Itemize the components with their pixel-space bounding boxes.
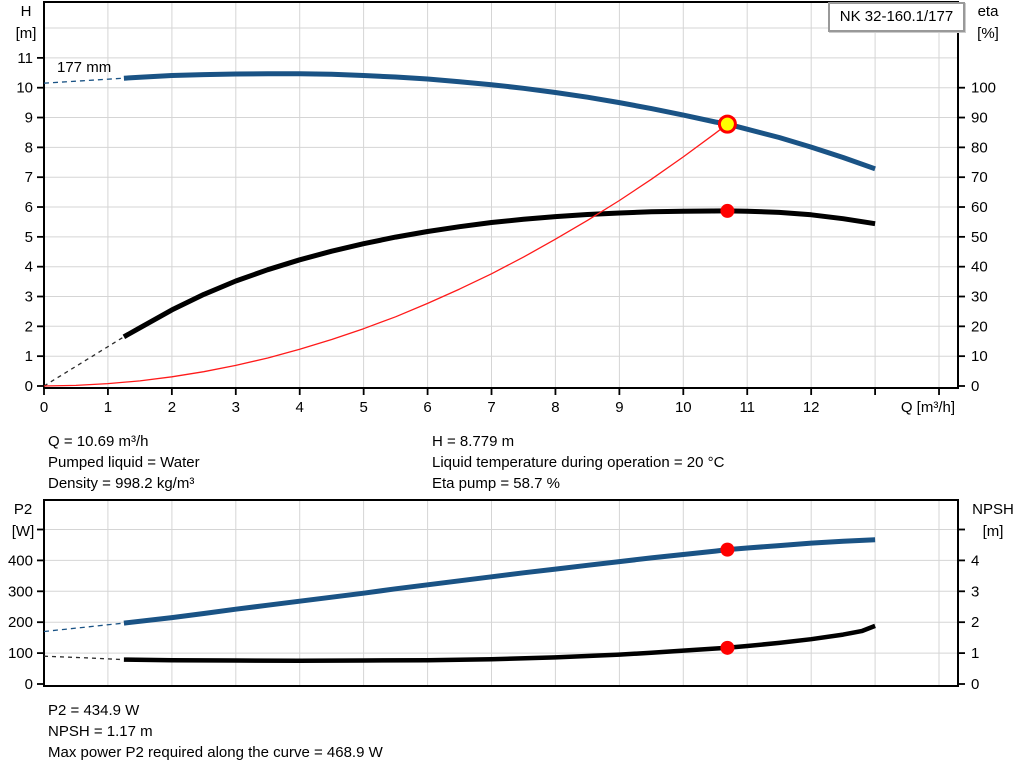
eta-axis-title-line1: eta [977,3,999,20]
p2-axis-title-line2: [W] [11,523,35,540]
curve-eta-curve[interactable] [122,208,876,339]
curve-npsh-curve-dashed[interactable] [43,655,124,661]
right-axis-tick-label: 20 [971,318,988,335]
right-axis-tick-label: 1 [971,645,979,662]
right-axis-tick-label: 4 [971,552,979,569]
h-axis-title-line2: [m] [15,25,37,42]
curve-p2-curve-dashed[interactable] [43,622,124,633]
curve-npsh-curve[interactable] [123,623,876,664]
left-axis-tick-label: 9 [25,110,33,127]
curve-eta-curve-dashed[interactable] [43,336,125,387]
curve-system-curve[interactable] [43,123,728,387]
p2-axis-title-line1: P2 [13,501,33,518]
left-axis-tick-label: 200 [8,614,33,631]
right-axis-tick-label: 80 [971,139,988,156]
x-axis-tick-label: 2 [168,399,176,416]
left-axis-tick-label: 1 [25,348,33,365]
right-axis-tick-label: 3 [971,583,979,600]
h-axis-title-line1: H [20,3,32,20]
left-axis-tick-label: 5 [25,229,33,246]
x-axis-tick-label: 5 [359,399,367,416]
right-axis-tick-label: 50 [971,229,988,246]
curve-head-curve-dashed[interactable] [43,77,124,84]
duty-point-marker[interactable] [717,114,737,134]
left-axis-tick-label: 0 [25,676,33,693]
x-axis-tick-label: 8 [551,399,559,416]
right-axis-tick-label: 30 [971,289,988,306]
power-data-block: P2 = 434.9 W NPSH = 1.17 m Max power P2 … [48,700,383,763]
x-axis-tick-label: 0 [40,399,48,416]
right-axis-tick-label: 70 [971,169,988,186]
left-axis-tick-label: 8 [25,139,33,156]
h-axis-title: H [m] [2,1,50,45]
left-axis-tick-label: 0 [25,378,33,395]
right-axis-tick-label: 100 [971,80,996,97]
q-axis-title: Q [m³/h] [900,399,955,416]
info-npsh: NPSH = 1.17 m [48,723,153,740]
operating-data-left: Q = 10.69 m³/h Pumped liquid = Water Den… [48,431,200,494]
left-axis-tick-label: 10 [16,80,33,97]
right-axis-tick-label: 40 [971,259,988,276]
left-axis-tick-label: 2 [25,318,33,335]
info-pumped-liquid: Pumped liquid = Water [48,454,200,471]
right-axis-tick-label: 10 [971,348,988,365]
x-axis-tick-label: 3 [232,399,240,416]
left-axis-tick-label: 300 [8,583,33,600]
info-max-power: Max power P2 required along the curve = … [48,744,383,761]
p2-axis-title: P2 [W] [0,499,46,543]
x-axis-tick-label: 7 [487,399,495,416]
x-axis-tick-label: 9 [615,399,623,416]
x-axis-tick-label: 6 [423,399,431,416]
curve-p2-curve[interactable] [123,537,876,626]
right-axis-tick-label: 2 [971,614,979,631]
right-axis-tick-label: 60 [971,199,988,216]
npsh-axis-title-line1: NPSH [972,501,1014,518]
operating-point-marker[interactable] [720,640,735,655]
x-axis-tick-label: 11 [739,399,755,416]
left-axis-tick-label: 400 [8,552,33,569]
right-axis-tick-label: 90 [971,110,988,127]
pump-type-text: NK 32-160.1/177 [839,8,954,25]
x-axis-tick-label: 12 [803,399,820,416]
info-density: Density = 998.2 kg/m³ [48,475,195,492]
x-axis-tick-label: 4 [296,399,304,416]
operating-point-marker[interactable] [720,203,735,218]
eta-axis-title-line2: [%] [977,25,999,42]
left-axis-tick-label: 3 [25,289,33,306]
info-flow: Q = 10.69 m³/h [48,433,149,450]
plot-frame [43,1,959,389]
info-eta-pump: Eta pump = 58.7 % [432,475,560,492]
left-axis-tick-label: 100 [8,645,33,662]
npsh-axis-title-line2: [m] [982,523,1004,540]
plot-frame [43,499,959,687]
left-axis-tick-label: 4 [25,259,33,276]
info-head: H = 8.779 m [432,433,515,450]
npsh-axis-title: NPSH [m] [962,499,1024,543]
right-axis-tick-label: 0 [971,378,979,395]
left-axis-tick-label: 11 [17,50,33,67]
eta-axis-title: eta [%] [964,1,1012,45]
x-axis-tick-label: 1 [104,399,112,416]
curve-head-curve[interactable] [123,71,876,172]
operating-data-right: H = 8.779 m Liquid temperature during op… [432,431,724,494]
impeller-diameter-label: 177 mm [57,59,112,76]
pump-type-label: NK 32-160.1/177 [828,2,965,32]
left-axis-tick-label: 7 [25,169,33,186]
info-p2: P2 = 434.9 W [48,702,140,719]
operating-point-marker[interactable] [720,542,735,557]
right-axis-tick-label: 0 [971,676,979,693]
x-axis-tick-label: 10 [675,399,692,416]
left-axis-tick-label: 6 [25,199,33,216]
info-liquid-temperature: Liquid temperature during operation = 20… [432,454,725,471]
